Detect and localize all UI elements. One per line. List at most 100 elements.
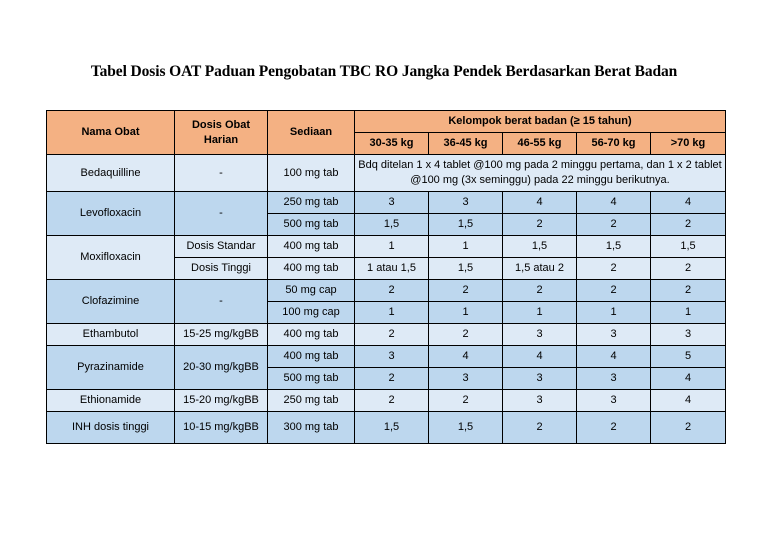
preparation: 100 mg tab (267, 154, 355, 192)
dose-cell: 1,5 (428, 213, 503, 236)
header-weight: 56-70 kg (576, 132, 651, 155)
dose-cell: 1,5 (428, 411, 503, 444)
dose-cell: 1 (428, 235, 503, 258)
dose-cell: 2 (649, 213, 727, 236)
header-weight: 30-35 kg (354, 132, 429, 155)
daily-dose: Dosis Standar (174, 235, 268, 258)
daily-dose: 10-15 mg/kgBB (174, 411, 268, 444)
preparation: 250 mg tab (267, 389, 355, 412)
drug-name: Bedaquilline (46, 154, 175, 192)
dose-cell: 2 (576, 279, 651, 302)
header-preparation: Sediaan (267, 110, 355, 155)
daily-dose: Dosis Tinggi (174, 257, 268, 280)
table-row-bedaquilline: Bedaquilline - 100 mg tab Bdq ditelan 1 … (46, 154, 727, 192)
dose-cell: 3 (576, 323, 651, 346)
dose-cell: 3 (576, 389, 651, 412)
dose-cell: 5 (649, 345, 727, 368)
dose-cell: 1 atau 1,5 (354, 257, 429, 280)
preparation: 250 mg tab (267, 191, 355, 214)
preparation: 100 mg cap (267, 301, 355, 324)
table-row-pyrazinamide: 500 mg tab 2 3 3 3 4 (47, 367, 727, 390)
header-daily-dose: Dosis Obat Harian (174, 110, 268, 155)
dose-cell: 1 (428, 301, 503, 324)
dose-cell: 4 (502, 345, 577, 368)
dose-cell: 4 (649, 367, 727, 390)
daily-dose: 15-25 mg/kgBB (174, 323, 268, 346)
drug-name: Ethionamide (46, 389, 175, 412)
table-row-levofloxacin: Levofloxacin - 250 mg tab 3 3 4 4 4 (46, 191, 727, 236)
dose-cell: 3 (354, 191, 429, 214)
drug-name: Clofazimine (46, 279, 175, 324)
dose-cell: 2 (649, 411, 727, 444)
header-weight-group: Kelompok berat badan (≥ 15 tahun) (353, 110, 727, 133)
dose-cell: 2 (354, 279, 429, 302)
dose-cell: 4 (576, 345, 651, 368)
table-row-ethionamide: Ethionamide 15-20 mg/kgBB 250 mg tab 2 2… (46, 389, 727, 412)
dose-cell: 3 (502, 367, 577, 390)
table-row-clofazimine: Clofazimine - 50 mg cap 2 2 2 2 2 (46, 279, 727, 324)
dosing-note: Bdq ditelan 1 x 4 tablet @100 mg pada 2 … (353, 154, 727, 192)
dose-cell: 2 (354, 367, 429, 390)
preparation: 50 mg cap (267, 279, 355, 302)
daily-dose: 15-20 mg/kgBB (174, 389, 268, 412)
header-weight: 36-45 kg (428, 132, 503, 155)
dose-cell: 3 (428, 367, 503, 390)
drug-name: Levofloxacin (46, 191, 175, 236)
dose-cell: 1 (576, 301, 651, 324)
daily-dose: - (174, 191, 268, 236)
dose-cell: 1 (354, 301, 429, 324)
page-title: Tabel Dosis OAT Paduan Pengobatan TBC RO… (90, 63, 678, 80)
dose-cell: 3 (354, 345, 429, 368)
dose-cell: 1,5 (649, 235, 727, 258)
dose-cell: 3 (428, 191, 503, 214)
dose-cell: 1,5 (354, 411, 429, 444)
dose-cell: 2 (502, 279, 577, 302)
preparation: 500 mg tab (267, 213, 355, 236)
dose-cell: 3 (576, 367, 651, 390)
dose-cell: 1,5 (354, 213, 429, 236)
preparation: 400 mg tab (267, 345, 355, 368)
dose-cell: 2 (502, 411, 577, 444)
header-drug: Nama Obat (46, 110, 175, 155)
table-row-moxifloxacin: Moxifloxacin Dosis Standar 400 mg tab 1 … (46, 235, 727, 280)
header-weight: 46-55 kg (502, 132, 577, 155)
preparation: 300 mg tab (267, 411, 355, 444)
preparation: 400 mg tab (267, 257, 355, 280)
dose-cell: 3 (502, 323, 577, 346)
dose-cell: 4 (649, 389, 727, 412)
header-weight: >70 kg (649, 132, 727, 155)
preparation: 400 mg tab (267, 235, 355, 258)
drug-name: Pyrazinamide (46, 345, 175, 390)
dose-table: Nama Obat Dosis Obat Harian Sediaan Kelo… (46, 110, 727, 444)
daily-dose: - (174, 279, 268, 324)
table-row-inh: INH dosis tinggi 10-15 mg/kgBB 300 mg ta… (46, 411, 727, 444)
header-row: Nama Obat Dosis Obat Harian Sediaan Kelo… (46, 110, 727, 155)
preparation: 500 mg tab (267, 367, 355, 390)
dose-cell: 2 (576, 411, 651, 444)
dose-cell: 1,5 (428, 257, 503, 280)
dose-cell: 2 (428, 279, 503, 302)
dose-cell: 1 (502, 301, 577, 324)
dose-cell: 2 (428, 389, 503, 412)
drug-name: Moxifloxacin (46, 235, 175, 280)
table-row-ethambutol: Ethambutol 15-25 mg/kgBB 400 mg tab 2 2 … (46, 323, 727, 346)
dose-cell: 2 (576, 213, 651, 236)
preparation: 400 mg tab (267, 323, 355, 346)
dose-cell: 3 (502, 389, 577, 412)
dose-cell: 2 (502, 213, 577, 236)
dose-cell: 2 (354, 389, 429, 412)
header-weights-row: 30-35 kg 36-45 kg 46-55 kg 56-70 kg >70 … (47, 132, 727, 155)
drug-name: Ethambutol (46, 323, 175, 346)
table-row-pyrazinamide: Pyrazinamide 20-30 mg/kgBB 400 mg tab 3 … (46, 345, 727, 390)
dose-cell: 1 (354, 235, 429, 258)
dose-cell: 2 (649, 279, 727, 302)
dose-cell: 4 (502, 191, 577, 214)
dose-cell: 2 (576, 257, 651, 280)
dose-cell: 2 (649, 257, 727, 280)
dose-cell: 4 (428, 345, 503, 368)
dose-cell: 4 (576, 191, 651, 214)
dose-cell: 2 (354, 323, 429, 346)
daily-dose: - (174, 154, 268, 192)
dose-cell: 1,5 (576, 235, 651, 258)
drug-name: INH dosis tinggi (46, 411, 175, 444)
